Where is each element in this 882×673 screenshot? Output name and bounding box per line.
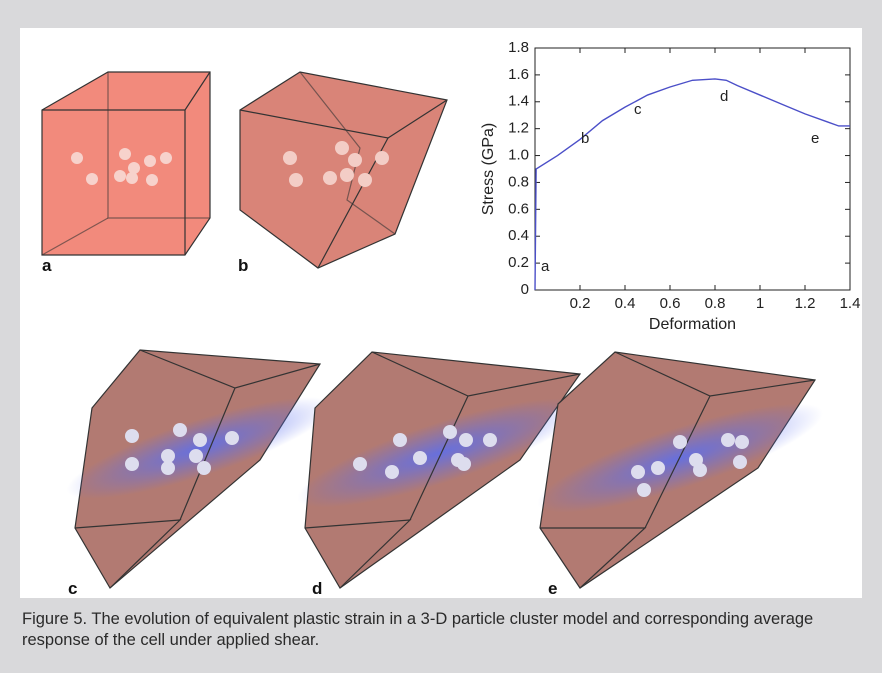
x-tick-label: 0.2 (570, 295, 591, 312)
annotation: a (541, 258, 550, 275)
annotation: c (634, 101, 642, 118)
x-tick-label: 1 (756, 295, 764, 312)
page: {"figure": {"panel_labels": ["a", "b", "… (0, 0, 882, 673)
caption: Figure 5. The evolution of equivalent pl… (22, 609, 864, 651)
cell-e (528, 352, 832, 588)
y-tick-label: 1.2 (508, 120, 529, 137)
y-tick-label: 0.8 (508, 173, 529, 190)
y-tick-label: 1.8 (508, 39, 529, 56)
y-tick-label: 0.2 (508, 254, 529, 271)
figure: a b c d e 0 0.2 0.4 0.6 0.8 1.0 1.2 1.4 1.6 1.8 0.2 0.4 0… (20, 28, 862, 598)
y-axis-label: Stress (GPa) (480, 123, 497, 215)
x-tick-label: 1.2 (795, 295, 816, 312)
x-tick-label: 0.4 (615, 295, 636, 312)
panel-label: c (68, 579, 77, 598)
cube-b (240, 72, 447, 268)
x-tick-label: 1.4 (840, 295, 861, 312)
line-series (535, 79, 850, 290)
y-tick-label: 0.6 (508, 200, 529, 217)
x-axis-label: Deformation (649, 316, 736, 333)
panel-label: d (312, 579, 322, 598)
panel-label: b (238, 256, 248, 275)
cell-c (58, 350, 342, 588)
panel-label: e (548, 579, 557, 598)
y-tick-label: 0.4 (508, 227, 529, 244)
y-tick-label: 0 (521, 281, 529, 298)
cube-a (42, 72, 210, 255)
y-tick-label: 1.6 (508, 66, 529, 83)
annotation: e (811, 130, 819, 147)
annotation: d (720, 88, 728, 105)
y-tick-label: 1.4 (508, 93, 529, 110)
figure-panel: a b c d e 0 0.2 0.4 0.6 0.8 1.0 1.2 1.4 1.6 1.8 0.2 0.4 0… (20, 28, 862, 598)
plot-frame (535, 48, 850, 290)
x-tick-label: 0.6 (660, 295, 681, 312)
x-tick-label: 0.8 (705, 295, 726, 312)
panel-label: a (42, 256, 52, 275)
annotation: b (581, 130, 589, 147)
cell-d (288, 352, 592, 588)
y-tick-label: 1.0 (508, 147, 529, 164)
